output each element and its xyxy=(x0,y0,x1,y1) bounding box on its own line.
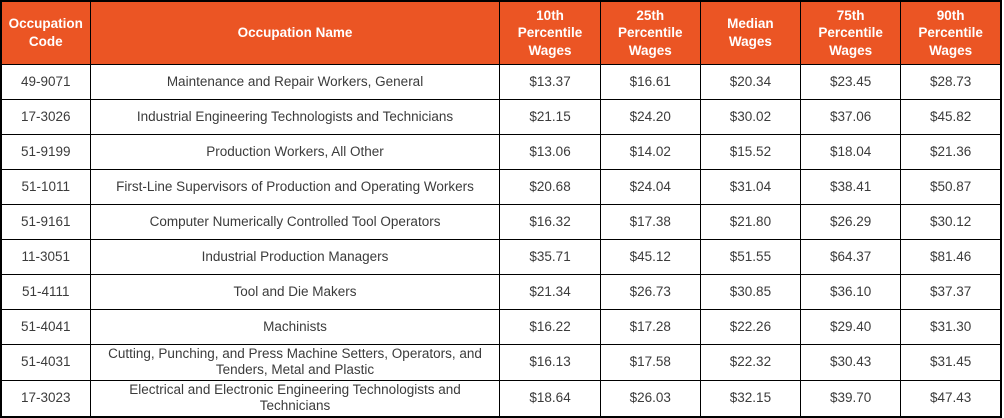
table-row: 11-3051 Industrial Production Managers $… xyxy=(0,239,1002,275)
table-row: 51-9161 Computer Numerically Controlled … xyxy=(0,204,1002,240)
code-cell: 17-3026 xyxy=(0,99,91,135)
wage-cell: $15.52 xyxy=(699,134,802,170)
table-row: 17-3023 Electrical and Electronic Engine… xyxy=(0,379,1002,418)
wage-cell: $24.04 xyxy=(599,169,701,205)
name-cell: Industrial Engineering Technologists and… xyxy=(89,99,501,135)
header-occupation-code: Occupation Code xyxy=(0,0,91,65)
name-cell: First-Line Supervisors of Production and… xyxy=(89,169,501,205)
table-row: 51-4111 Tool and Die Makers $21.34 $26.7… xyxy=(0,274,1002,310)
wage-cell: $30.43 xyxy=(800,344,902,381)
code-cell: 11-3051 xyxy=(0,239,91,275)
wage-cell: $18.04 xyxy=(800,134,902,170)
wage-cell: $31.45 xyxy=(900,344,1002,381)
wage-cell: $17.28 xyxy=(599,309,701,345)
wage-cell: $30.02 xyxy=(699,99,802,135)
name-cell: Electrical and Electronic Engineering Te… xyxy=(89,379,501,418)
wage-cell: $32.15 xyxy=(699,379,802,418)
wage-cell: $26.73 xyxy=(599,274,701,310)
table-row: 51-4031 Cutting, Punching, and Press Mac… xyxy=(0,344,1002,381)
wage-cell: $38.41 xyxy=(800,169,902,205)
code-cell: 51-4031 xyxy=(0,344,91,381)
wage-cell: $39.70 xyxy=(800,379,902,418)
wage-cell: $13.37 xyxy=(499,64,601,100)
header-75th-percentile-wages: 75th Percentile Wages xyxy=(800,0,902,65)
wage-cell: $20.68 xyxy=(499,169,601,205)
wage-cell: $28.73 xyxy=(900,64,1002,100)
name-cell: Production Workers, All Other xyxy=(89,134,501,170)
header-25th-percentile-wages: 25th Percentile Wages xyxy=(599,0,701,65)
wage-cell: $16.61 xyxy=(599,64,701,100)
wage-cell: $51.55 xyxy=(699,239,802,275)
wage-cell: $45.12 xyxy=(599,239,701,275)
wage-cell: $29.40 xyxy=(800,309,902,345)
wage-cell: $50.87 xyxy=(900,169,1002,205)
wage-cell: $16.22 xyxy=(499,309,601,345)
wage-cell: $17.38 xyxy=(599,204,701,240)
wage-cell: $35.71 xyxy=(499,239,601,275)
name-cell: Cutting, Punching, and Press Machine Set… xyxy=(89,344,501,381)
wage-cell: $17.58 xyxy=(599,344,701,381)
wage-cell: $18.64 xyxy=(499,379,601,418)
wage-cell: $21.36 xyxy=(900,134,1002,170)
header-occupation-name: Occupation Name xyxy=(89,0,501,65)
wage-cell: $45.82 xyxy=(900,99,1002,135)
wage-cell: $30.85 xyxy=(699,274,802,310)
wage-cell: $36.10 xyxy=(800,274,902,310)
name-cell: Maintenance and Repair Workers, General xyxy=(89,64,501,100)
wage-cell: $47.43 xyxy=(900,379,1002,418)
wage-cell: $22.32 xyxy=(699,344,802,381)
wage-cell: $26.03 xyxy=(599,379,701,418)
wage-cell: $81.46 xyxy=(900,239,1002,275)
wage-cell: $21.34 xyxy=(499,274,601,310)
wage-cell: $16.13 xyxy=(499,344,601,381)
name-cell: Machinists xyxy=(89,309,501,345)
wage-cell: $14.02 xyxy=(599,134,701,170)
wage-cell: $16.32 xyxy=(499,204,601,240)
wage-cell: $21.15 xyxy=(499,99,601,135)
name-cell: Tool and Die Makers xyxy=(89,274,501,310)
wage-cell: $26.29 xyxy=(800,204,902,240)
code-cell: 49-9071 xyxy=(0,64,91,100)
table-row: 17-3026 Industrial Engineering Technolog… xyxy=(0,99,1002,135)
wage-cell: $20.34 xyxy=(699,64,802,100)
header-median-wages: Median Wages xyxy=(699,0,802,65)
header-90th-percentile-wages: 90th Percentile Wages xyxy=(900,0,1002,65)
wage-cell: $24.20 xyxy=(599,99,701,135)
code-cell: 51-4111 xyxy=(0,274,91,310)
wage-cell: $37.37 xyxy=(900,274,1002,310)
name-cell: Industrial Production Managers xyxy=(89,239,501,275)
wage-cell: $31.30 xyxy=(900,309,1002,345)
code-cell: 51-4041 xyxy=(0,309,91,345)
wage-cell: $37.06 xyxy=(800,99,902,135)
header-row: Occupation Code Occupation Name 10th Per… xyxy=(0,0,1002,65)
wage-cell: $31.04 xyxy=(699,169,802,205)
wage-cell: $30.12 xyxy=(900,204,1002,240)
wage-cell: $64.37 xyxy=(800,239,902,275)
code-cell: 51-1011 xyxy=(0,169,91,205)
code-cell: 17-3023 xyxy=(0,379,91,418)
wage-cell: $22.26 xyxy=(699,309,802,345)
wage-cell: $13.06 xyxy=(499,134,601,170)
table-row: 51-9199 Production Workers, All Other $1… xyxy=(0,134,1002,170)
code-cell: 51-9161 xyxy=(0,204,91,240)
table-row: 51-1011 First-Line Supervisors of Produc… xyxy=(0,169,1002,205)
code-cell: 51-9199 xyxy=(0,134,91,170)
wage-cell: $23.45 xyxy=(800,64,902,100)
name-cell: Computer Numerically Controlled Tool Ope… xyxy=(89,204,501,240)
wage-cell: $21.80 xyxy=(699,204,802,240)
header-10th-percentile-wages: 10th Percentile Wages xyxy=(499,0,601,65)
table-row: 51-4041 Machinists $16.22 $17.28 $22.26 … xyxy=(0,309,1002,345)
table-row: 49-9071 Maintenance and Repair Workers, … xyxy=(0,64,1002,100)
